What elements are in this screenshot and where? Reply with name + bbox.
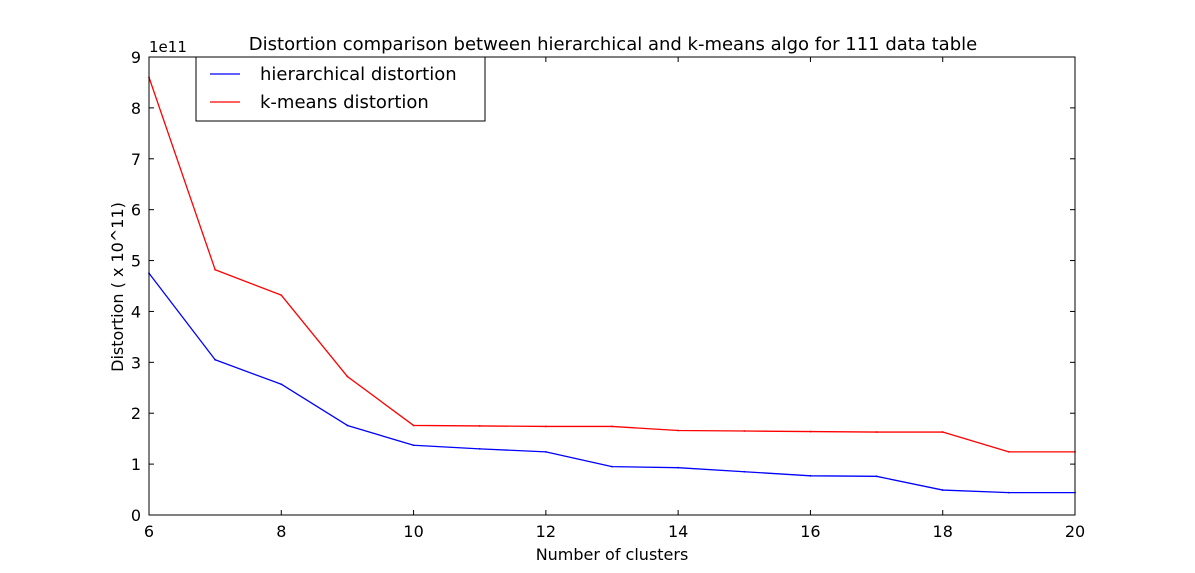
data-point bbox=[478, 447, 481, 450]
data-point bbox=[875, 431, 878, 433]
data-point bbox=[809, 430, 812, 433]
series-line-0 bbox=[148, 272, 1075, 494]
data-point bbox=[875, 475, 878, 478]
plot-frame bbox=[148, 56, 1076, 516]
y-tick-label: 0 bbox=[131, 506, 141, 525]
data-point bbox=[544, 425, 547, 428]
data-point bbox=[941, 489, 944, 491]
y-tick-label: 6 bbox=[131, 201, 141, 220]
x-tick-label: 10 bbox=[403, 522, 423, 541]
y-tick-label: 1 bbox=[131, 455, 141, 474]
x-tick-label: 18 bbox=[933, 522, 953, 541]
legend: hierarchical distortion k-means distorti… bbox=[195, 56, 486, 122]
data-point bbox=[611, 425, 613, 428]
data-point bbox=[346, 424, 349, 427]
data-point bbox=[544, 451, 547, 453]
x-tick-label: 14 bbox=[668, 522, 688, 541]
data-point bbox=[677, 466, 680, 469]
y-offset-label: 1e11 bbox=[149, 38, 187, 56]
data-point bbox=[214, 268, 217, 271]
series-layer bbox=[148, 76, 1076, 494]
data-point bbox=[941, 431, 944, 433]
data-point bbox=[346, 375, 349, 378]
legend-label-hierarchical: hierarchical distortion bbox=[260, 64, 457, 85]
data-point bbox=[412, 424, 415, 427]
chart-title: Distortion comparison between hierarchic… bbox=[249, 34, 977, 55]
x-tick-label: 20 bbox=[1065, 522, 1085, 541]
x-axis-label: Number of clusters bbox=[536, 545, 689, 564]
data-point bbox=[280, 294, 283, 297]
x-tick-label: 16 bbox=[800, 522, 820, 541]
legend-label-kmeans: k-means distortion bbox=[260, 92, 429, 113]
y-tick-label: 9 bbox=[131, 48, 141, 67]
x-tick-label: 6 bbox=[144, 522, 154, 541]
data-point bbox=[280, 383, 283, 386]
y-tick-label: 7 bbox=[131, 150, 141, 169]
legend-box bbox=[195, 56, 486, 122]
data-point bbox=[743, 470, 746, 473]
y-tick-label: 5 bbox=[131, 252, 141, 271]
data-point bbox=[412, 444, 415, 447]
data-point bbox=[1007, 451, 1010, 453]
y-axis-label: Distortion ( x 10^11) bbox=[108, 202, 127, 372]
data-point bbox=[214, 358, 217, 361]
data-point bbox=[611, 465, 613, 468]
y-tick-label: 4 bbox=[131, 302, 141, 321]
series-line-1 bbox=[148, 77, 1075, 453]
x-tick-label: 12 bbox=[536, 522, 556, 541]
y-tick-label: 8 bbox=[131, 99, 141, 118]
y-tick-label: 3 bbox=[131, 353, 141, 372]
data-point bbox=[743, 430, 746, 432]
x-tick-label: 8 bbox=[276, 522, 286, 541]
data-point bbox=[809, 474, 812, 477]
data-point bbox=[677, 429, 680, 432]
data-point bbox=[478, 425, 481, 427]
y-tick-label: 2 bbox=[131, 404, 141, 423]
data-point bbox=[1007, 491, 1010, 494]
